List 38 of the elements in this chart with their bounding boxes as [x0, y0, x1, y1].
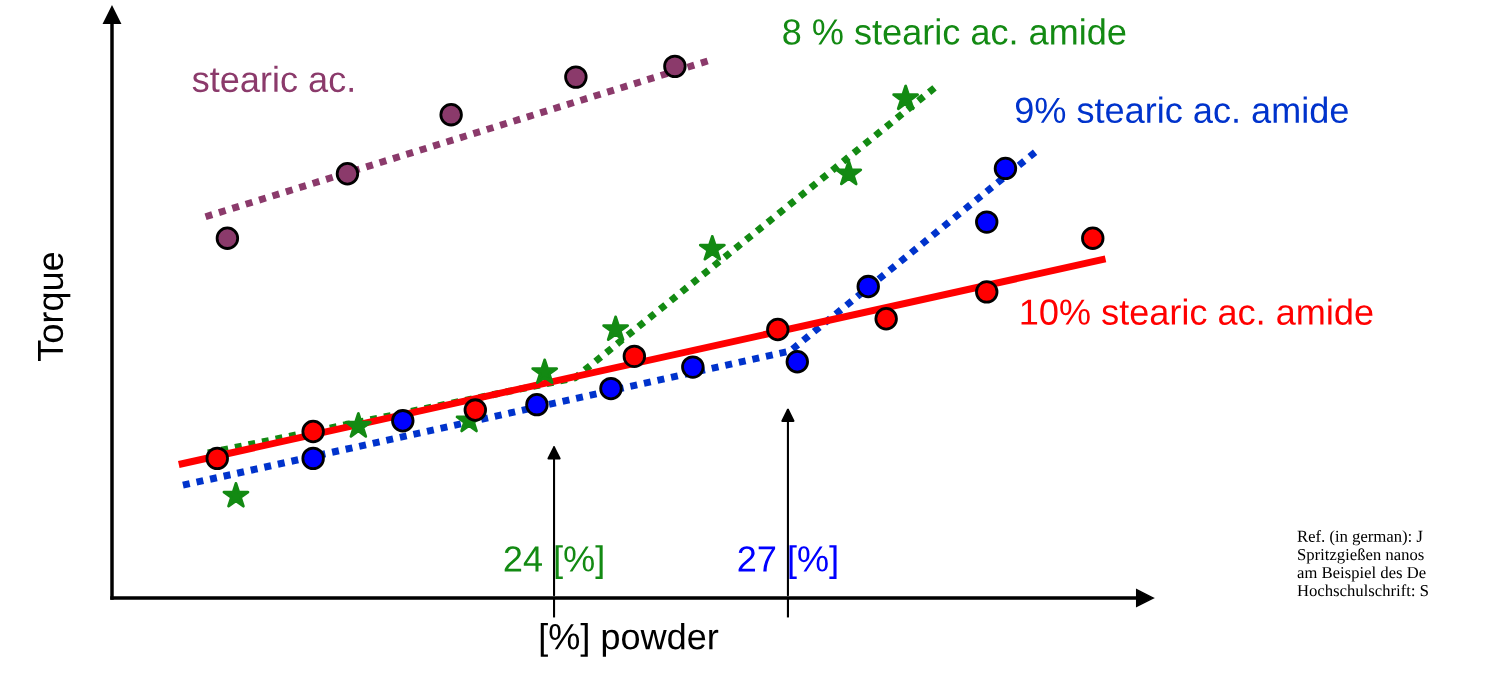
series-label: 8 % stearic ac. amide — [783, 18, 1126, 45]
point — [344, 412, 372, 438]
point — [874, 307, 898, 331]
point — [301, 419, 325, 444]
series-label: 9% stearic ac. amide — [1015, 96, 1348, 124]
point — [663, 54, 687, 79]
point — [335, 162, 360, 186]
point — [993, 156, 1018, 181]
point — [205, 446, 229, 471]
point — [602, 315, 630, 342]
point — [975, 210, 999, 234]
point — [215, 226, 240, 250]
point — [439, 103, 463, 127]
point — [463, 398, 487, 422]
text: Ref. (in german): J Spritzgießen nanos am Beispiel des De Hochschulschrift: S — [1297, 530, 1428, 597]
point — [785, 350, 809, 374]
point — [766, 317, 790, 342]
x-axis-title: [%] powder — [540, 623, 719, 657]
point — [698, 234, 726, 261]
point — [525, 392, 549, 417]
point — [975, 280, 999, 304]
text: stearic ac. — [192, 65, 353, 93]
point — [835, 159, 863, 186]
point — [681, 355, 705, 379]
point — [531, 358, 559, 385]
y-axis-title: Torque — [38, 252, 71, 361]
point — [599, 376, 623, 401]
x-tick-label: 24 [%] — [504, 545, 603, 579]
point — [391, 409, 415, 433]
point — [564, 65, 588, 89]
point — [301, 446, 325, 471]
point — [856, 274, 880, 299]
series-label: 10% stearic ac. amide — [1021, 298, 1373, 325]
point — [222, 481, 250, 508]
point — [892, 84, 920, 111]
point — [1081, 226, 1105, 250]
x-tick-label: 27 [%] — [738, 545, 837, 579]
point — [622, 344, 647, 369]
